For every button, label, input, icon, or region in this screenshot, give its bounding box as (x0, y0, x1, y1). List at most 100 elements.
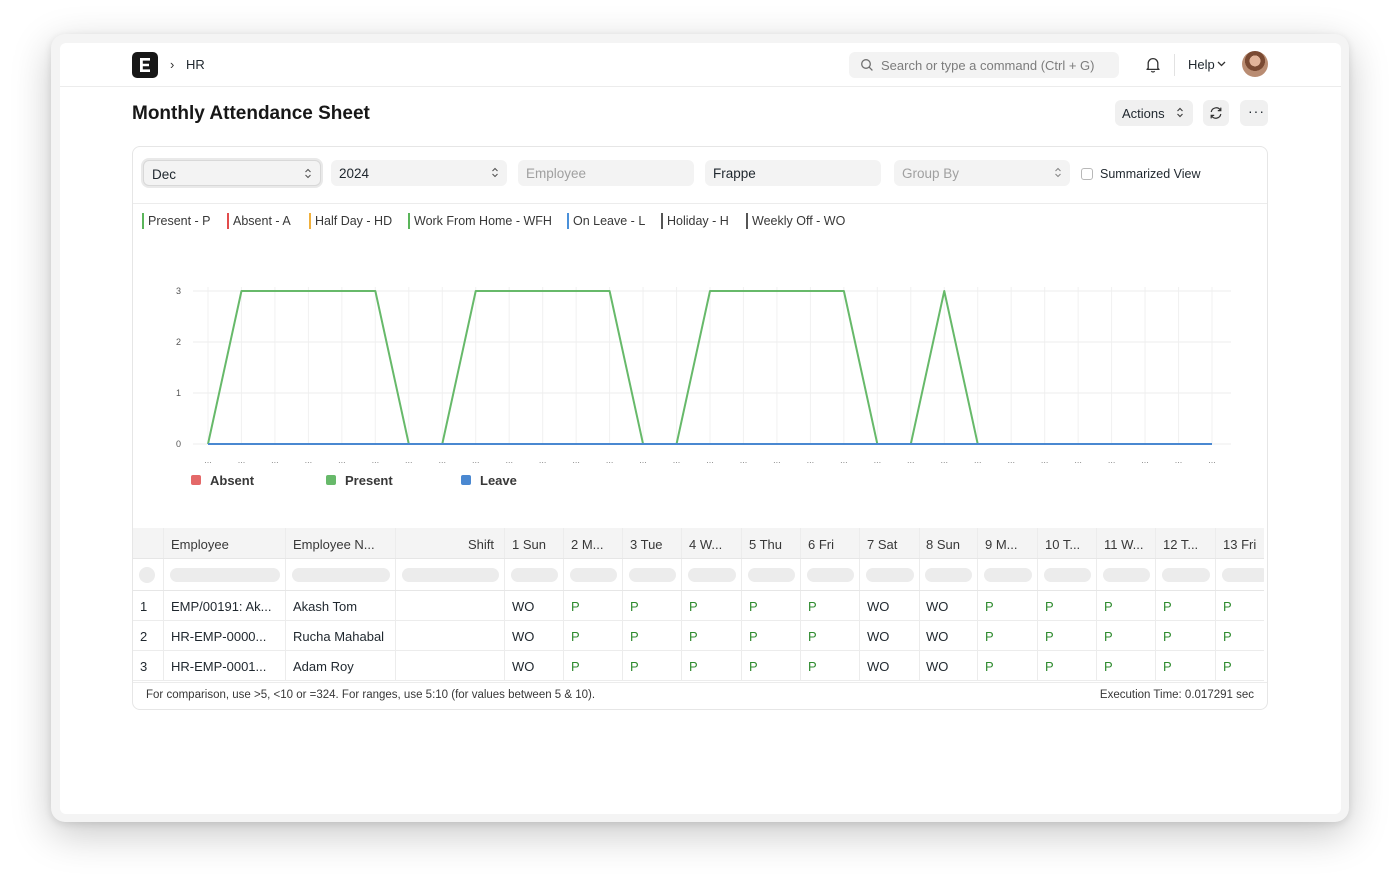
attendance-cell[interactable]: P (801, 651, 860, 680)
column-filter-input[interactable] (919, 559, 978, 590)
attendance-cell[interactable]: P (1038, 651, 1097, 680)
filter-input-placeholder[interactable] (1222, 568, 1264, 582)
employee-cell[interactable]: HR-EMP-0000... (164, 621, 286, 650)
attendance-cell[interactable]: P (1097, 591, 1156, 620)
table-row[interactable]: 3 HR-EMP-0001... Adam Roy WO P P P P P WO WO P P P P P (133, 651, 1264, 681)
attendance-cell[interactable]: P (1097, 621, 1156, 650)
column-header[interactable]: Employee N... (286, 528, 396, 558)
month-select[interactable]: Dec (143, 160, 321, 186)
app-logo[interactable] (132, 52, 158, 78)
attendance-cell[interactable]: P (1038, 621, 1097, 650)
column-header[interactable]: 9 M... (978, 528, 1038, 558)
column-filter-input[interactable] (623, 559, 682, 590)
filter-input-placeholder[interactable] (402, 568, 499, 582)
column-filter-input[interactable] (286, 559, 396, 590)
shift-cell[interactable] (396, 621, 505, 650)
employee-cell[interactable]: HR-EMP-0001... (164, 651, 286, 680)
actions-button[interactable]: Actions (1115, 100, 1193, 126)
attendance-cell[interactable]: P (978, 651, 1038, 680)
attendance-cell[interactable]: P (978, 591, 1038, 620)
attendance-cell[interactable]: P (1156, 651, 1216, 680)
column-header[interactable]: 7 Sat (860, 528, 920, 558)
column-filter-input[interactable] (742, 559, 801, 590)
attendance-cell[interactable]: P (742, 651, 801, 680)
refresh-button[interactable] (1203, 100, 1229, 126)
summarized-view-checkbox[interactable] (1081, 168, 1093, 180)
attendance-cell[interactable]: P (1038, 591, 1097, 620)
column-filter-input[interactable] (564, 559, 623, 590)
group-by-select[interactable]: Group By (894, 160, 1070, 186)
column-filter-input[interactable] (1038, 559, 1097, 590)
filter-input-placeholder[interactable] (688, 568, 736, 582)
employee-cell[interactable]: EMP/00191: Ak... (164, 591, 286, 620)
attendance-cell[interactable]: P (978, 621, 1038, 650)
column-filter-input[interactable] (978, 559, 1038, 590)
column-header[interactable]: 10 T... (1038, 528, 1097, 558)
attendance-cell[interactable]: P (1216, 651, 1264, 680)
filter-input-placeholder[interactable] (984, 568, 1032, 582)
column-filter-input[interactable] (860, 559, 920, 590)
user-avatar[interactable] (1242, 51, 1268, 77)
shift-cell[interactable] (396, 651, 505, 680)
filter-input-placeholder[interactable] (292, 568, 390, 582)
select-all-placeholder[interactable] (139, 567, 155, 583)
shift-cell[interactable] (396, 591, 505, 620)
chevron-down-icon[interactable] (1217, 61, 1226, 67)
attendance-cell[interactable]: P (1216, 591, 1264, 620)
attendance-cell[interactable]: WO (919, 621, 978, 650)
column-filter-input[interactable] (164, 559, 286, 590)
attendance-cell[interactable]: P (623, 591, 682, 620)
attendance-cell[interactable]: WO (860, 621, 920, 650)
column-filter-input[interactable] (1156, 559, 1216, 590)
attendance-cell[interactable]: P (801, 591, 860, 620)
attendance-cell[interactable]: WO (919, 591, 978, 620)
attendance-cell[interactable]: P (564, 591, 623, 620)
employee-name-cell[interactable]: Rucha Mahabal (286, 621, 396, 650)
filter-input-placeholder[interactable] (1044, 568, 1091, 582)
filter-input-placeholder[interactable] (807, 568, 854, 582)
attendance-cell[interactable]: P (1216, 621, 1264, 650)
attendance-cell[interactable]: P (623, 651, 682, 680)
more-options-button[interactable]: ··· (1240, 100, 1268, 126)
filter-input-placeholder[interactable] (170, 568, 280, 582)
attendance-cell[interactable]: P (682, 621, 742, 650)
attendance-cell[interactable]: P (742, 591, 801, 620)
attendance-cell[interactable]: WO (505, 651, 564, 680)
attendance-cell[interactable]: P (564, 651, 623, 680)
column-header[interactable]: Shift (396, 528, 505, 558)
column-header[interactable]: Employee (164, 528, 286, 558)
column-filter-input[interactable] (505, 559, 564, 590)
attendance-cell[interactable]: WO (860, 591, 920, 620)
column-header[interactable]: 3 Tue (623, 528, 682, 558)
attendance-cell[interactable]: P (801, 621, 860, 650)
filter-input-placeholder[interactable] (511, 568, 558, 582)
attendance-cell[interactable]: WO (860, 651, 920, 680)
filter-input-placeholder[interactable] (866, 568, 914, 582)
column-header[interactable]: 13 Fri (1216, 528, 1264, 558)
attendance-cell[interactable]: P (1097, 651, 1156, 680)
filter-input-placeholder[interactable] (1162, 568, 1210, 582)
breadcrumb-item[interactable]: HR (186, 57, 205, 72)
column-header[interactable]: 12 T... (1156, 528, 1216, 558)
column-filter-input[interactable] (682, 559, 742, 590)
year-select[interactable]: 2024 (331, 160, 507, 186)
table-row[interactable]: 2 HR-EMP-0000... Rucha Mahabal WO P P P P P WO WO P… (133, 621, 1264, 651)
column-filter-input[interactable] (801, 559, 860, 590)
employee-name-cell[interactable]: Adam Roy (286, 651, 396, 680)
column-header[interactable]: 6 Fri (801, 528, 860, 558)
filter-input-placeholder[interactable] (629, 568, 676, 582)
company-field[interactable]: Frappe (705, 160, 881, 186)
column-header[interactable]: 2 M... (564, 528, 623, 558)
column-header[interactable]: 8 Sun (919, 528, 978, 558)
notification-bell-icon[interactable] (1145, 56, 1161, 73)
table-row[interactable]: 1 EMP/00191: Ak... Akash Tom WO P P P P P WO WO P P P… (133, 591, 1264, 621)
attendance-cell[interactable]: WO (505, 621, 564, 650)
search-bar[interactable] (849, 52, 1119, 78)
attendance-cell[interactable]: P (1156, 621, 1216, 650)
attendance-cell[interactable]: P (564, 621, 623, 650)
help-menu[interactable]: Help (1188, 57, 1215, 72)
column-header[interactable]: 1 Sun (505, 528, 564, 558)
filter-input-placeholder[interactable] (1103, 568, 1150, 582)
column-header[interactable]: 5 Thu (742, 528, 801, 558)
attendance-cell[interactable]: WO (505, 591, 564, 620)
